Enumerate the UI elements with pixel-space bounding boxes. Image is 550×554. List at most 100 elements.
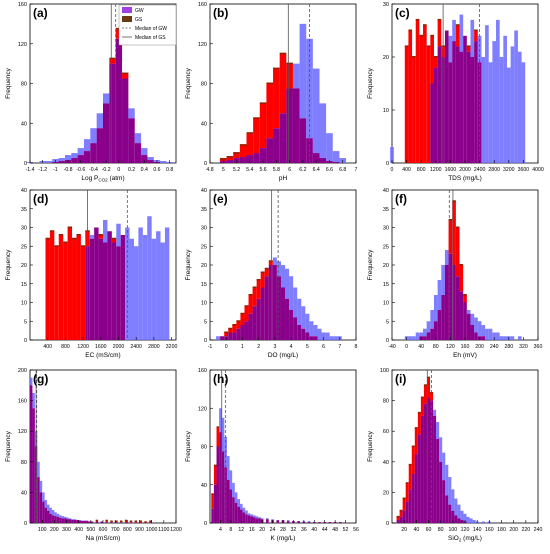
x-tick-label: 1200 [170,527,182,533]
bar-gw [470,19,475,57]
bar-gs-edge [63,241,68,243]
bar-gw [313,325,318,337]
bar-gs [139,521,142,523]
bar-overlap [285,298,290,340]
bar-gs [426,377,431,398]
bar-gs-edge [233,152,240,154]
bar-gw [436,422,440,439]
bar-gs-edge [459,264,464,266]
bar-overlap [44,507,48,523]
bar-overlap [116,246,121,340]
bar-overlap [266,519,269,523]
bar-overlap [94,227,99,340]
x-tick-label: 4000 [532,167,544,173]
bar-gs [266,83,274,139]
bar-gs-edge [224,331,229,333]
bar-gs-edge [412,56,416,58]
bar-gs-edge [98,234,103,236]
bar-gw [245,510,248,515]
y-axis-label: Frequency [367,67,374,98]
x-tick-label: 60 [426,527,432,533]
bar-gw [47,504,50,511]
bar-gw [517,51,522,164]
y-tick-label: 30 [201,226,207,232]
x-tick-label: 20 [259,527,265,533]
bar-overlap [66,519,69,523]
bar-gs-edge [260,271,265,273]
bar-overlap [59,517,62,523]
bar-gs-edge [248,294,253,296]
y-axis-label: Frequency [185,430,192,461]
bar-gw [58,158,65,162]
bar-gs [415,19,420,164]
y-axis-label: Frequency [185,67,192,98]
bar-gs-edge [149,520,152,522]
bar-overlap [232,497,235,523]
y-tick-label: 200 [18,368,27,374]
x-tick-label: 6 [322,344,325,350]
x-tick-label: 1600 [95,344,107,350]
x-axis-label: pH [279,175,288,182]
bar-overlap [250,516,254,523]
bar-overlap [463,35,467,163]
x-tick-label: 48 [332,527,338,533]
panel-d: 0 5 10 15 20 25 30 35 40 400 800 1200 1600 2000 2400 28… [5,188,177,359]
bar-gw [419,332,424,337]
bar-gs [423,385,427,404]
bar-gw [160,242,165,340]
x-tick-label: 200 [50,527,59,533]
bar-gw [306,38,313,139]
x-tick-label: 360 [534,344,543,350]
bar-overlap [128,118,135,163]
bar-overlap [83,151,91,163]
y-tick-label: 80 [383,399,389,405]
bar-overlap [292,88,300,163]
bar-overlap [30,385,33,523]
bar-overlap [411,474,415,523]
bar-gs-edge [252,286,257,288]
bar-gs-edge [286,62,293,65]
x-tick-label: -40 [388,344,396,350]
x-tick-label: 5.2 [233,167,240,173]
bar-gw [83,139,91,152]
bar-overlap [459,291,464,340]
bar-overlap [115,522,118,523]
x-tick-label: 3600 [518,167,530,173]
bar-overlap [448,62,453,163]
bar-overlap [76,519,79,523]
bar-gs-edge [455,226,460,228]
bar-overlap [49,513,52,523]
bar-gw [272,257,277,265]
bar-gs [49,231,55,340]
bar-overlap [103,242,108,340]
bar-gw [496,332,500,340]
bar-overlap [457,518,461,523]
x-tick-label: 32 [291,527,297,533]
bar-gw [514,30,518,163]
y-tick-label: 30 [21,226,27,232]
y-tick-label: 5 [204,319,207,325]
x-tick-label: 24 [270,527,276,533]
bar-gw [319,103,327,159]
x-tick-label: 400 [43,344,52,350]
bar-gs-edge [399,509,403,512]
bar-gs [226,157,234,161]
panel-a: 0 40 80 120 160 -1.4 -1.2 -1 -0.8 -0.6 -0.4 -0.2 0 0.… [5,2,177,183]
bar-overlap [255,518,259,523]
bar-overlap [96,128,103,163]
x-tick-label: 100 [449,527,458,533]
bar-gs [122,73,129,79]
bar-gw [221,417,225,452]
bar-gw [258,517,261,519]
bar-overlap [286,88,293,163]
y-tick-label: 30 [383,226,389,232]
bar-gw [51,509,55,516]
bar-gw [151,238,157,340]
bar-gs-edge [256,279,261,281]
bar-gs [455,227,460,277]
x-tick-label: 4 [219,527,222,533]
x-tick-label: 6.8 [339,167,346,173]
x-tick-label: 800 [417,167,426,173]
x-axis-label: Eh (mV) [453,352,477,359]
